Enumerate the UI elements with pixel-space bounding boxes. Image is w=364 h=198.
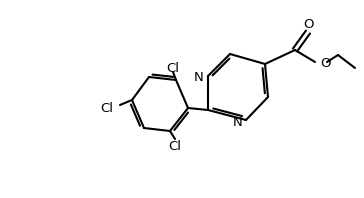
Text: Cl: Cl: [169, 141, 182, 153]
Text: N: N: [233, 115, 243, 129]
Text: O: O: [303, 17, 313, 30]
Text: Cl: Cl: [100, 102, 114, 114]
Text: N: N: [194, 70, 204, 84]
Text: Cl: Cl: [166, 62, 179, 74]
Text: O: O: [320, 56, 331, 69]
